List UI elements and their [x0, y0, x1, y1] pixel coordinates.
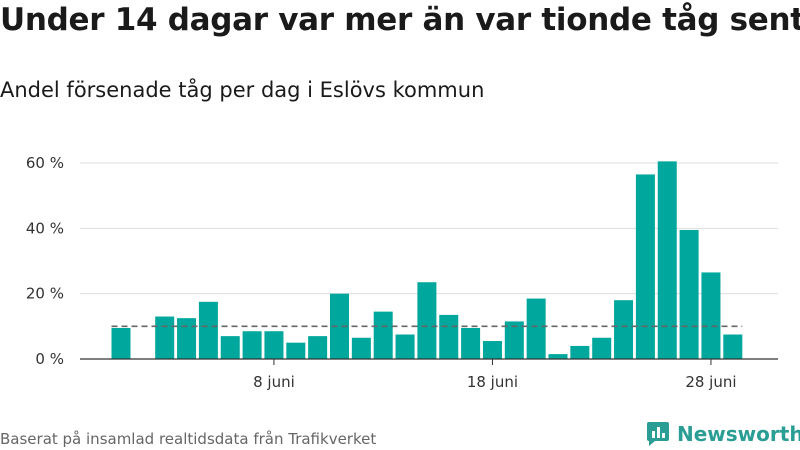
bar: [373, 311, 393, 359]
bar: [198, 301, 218, 359]
bar: [177, 318, 197, 359]
y-tick-label: 20 %: [26, 285, 64, 303]
y-tick-label: 60 %: [26, 154, 64, 172]
x-tick-label: 8 juni: [253, 373, 295, 391]
chart-subtitle: Andel försenade tåg per dag i Eslövs kom…: [0, 78, 485, 102]
x-axis: 8 juni 18 juni 28 juni: [80, 358, 778, 391]
bar: [242, 331, 262, 359]
bar: [526, 298, 546, 359]
bar: [679, 229, 699, 359]
bar: [723, 334, 743, 359]
bar: [657, 161, 677, 359]
bar: [264, 331, 284, 359]
bar: [701, 272, 721, 359]
bar: [635, 174, 655, 359]
y-axis-labels: 0 % 20 % 40 % 60 %: [26, 154, 64, 368]
bar: [614, 300, 634, 359]
bar: [155, 316, 175, 359]
bar: [439, 314, 459, 359]
bar: [592, 337, 612, 359]
bar: [286, 342, 306, 359]
source-note: Baserat på insamlad realtidsdata från Tr…: [0, 430, 377, 448]
bar: [461, 327, 481, 359]
newsworthy-logo-icon: [647, 422, 669, 446]
bar: [308, 336, 328, 359]
bar: [548, 354, 568, 359]
bar: [482, 341, 502, 359]
bar: [570, 345, 590, 359]
x-tick-label: 18 juni: [467, 373, 518, 391]
bar: [417, 282, 437, 359]
y-tick-label: 40 %: [26, 219, 64, 237]
bar: [504, 321, 524, 359]
bar: [220, 336, 240, 359]
bars: [111, 161, 743, 359]
bar: [330, 293, 349, 359]
bar: [395, 334, 415, 359]
bar: [111, 327, 131, 359]
y-tick-label: 0 %: [35, 350, 64, 368]
newsworthy-logo: Newsworthy: [645, 421, 800, 447]
chart-title: Under 14 dagar var mer än var tionde tåg…: [0, 2, 800, 38]
x-tick-label: 28 juni: [685, 373, 736, 391]
bar: [351, 337, 371, 359]
newsworthy-logo-text: Newsworthy: [677, 422, 800, 446]
